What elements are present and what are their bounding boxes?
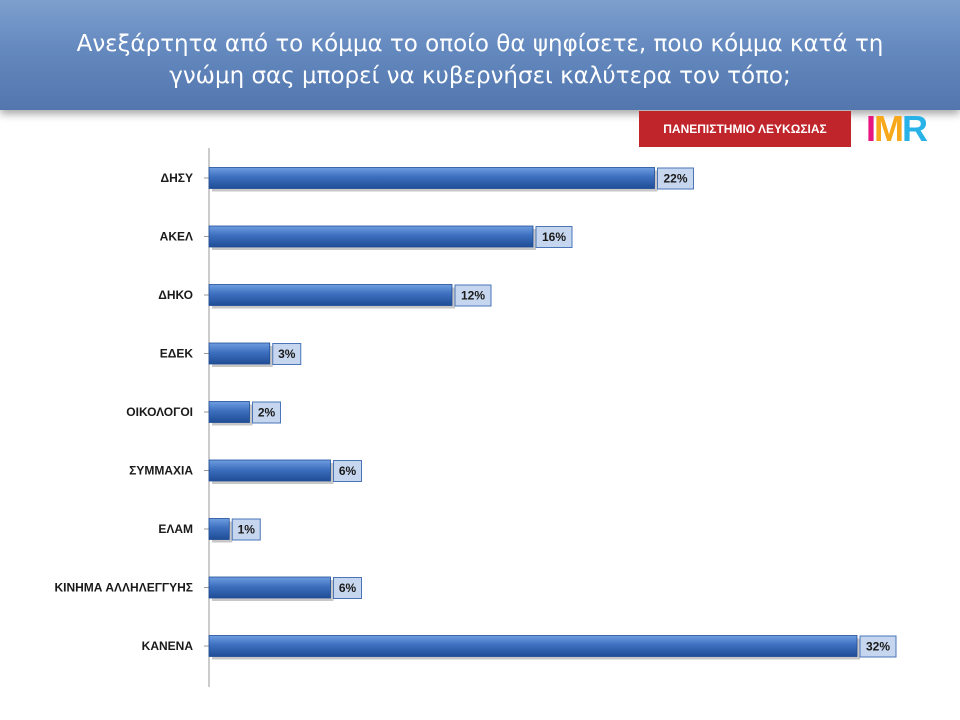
value-label: 1% <box>238 523 256 537</box>
bar <box>208 518 230 540</box>
category-label: ΕΛΑΜ <box>158 522 193 536</box>
bar <box>208 576 331 599</box>
university-badge: ΠΑΝΕΠΙΣΤΗΜΙΟ ΛΕΥΚΩΣΙΑΣ <box>639 111 851 147</box>
bar <box>208 401 250 423</box>
category-label: ΕΔΕΚ <box>160 347 194 361</box>
category-label: ΚΑΝΕΝΑ <box>142 639 194 653</box>
chart-title: Ανεξάρτητα από το κόμμα το οποίο θα ψηφί… <box>76 31 884 89</box>
value-label-box <box>859 635 897 658</box>
logo-letter-m: M <box>874 108 904 149</box>
header-banner: Ανεξάρτητα από το κόμμα το οποίο θα ψηφί… <box>0 0 960 110</box>
value-label: 22% <box>663 172 687 186</box>
category-label: ΟΙΚΟΛΟΓΟΙ <box>126 405 193 419</box>
value-label: 32% <box>866 640 890 654</box>
value-label: 3% <box>278 347 296 361</box>
value-label: 2% <box>258 406 276 420</box>
bar-chart: ΔΗΣΥ 22% ΑΚΕΛ 16% ΔΗΚΟ 12% ΕΔΕΚ 3% ΟΙΚΟΛΟΓΟΙ 2% ΣΥ… <box>54 148 897 687</box>
value-label-box <box>657 167 694 190</box>
bar <box>208 459 331 482</box>
imr-logo: IMR <box>866 108 928 149</box>
bar <box>208 225 534 248</box>
value-label-box <box>333 460 362 482</box>
value-label-box <box>454 284 492 307</box>
bar <box>208 167 655 189</box>
category-label: ΣΥΜΜΑΧΙΑ <box>129 464 193 478</box>
value-label-box <box>535 226 573 248</box>
value-label-box <box>272 343 302 365</box>
value-label-box <box>231 518 261 541</box>
logo-letter-i: I <box>866 108 876 149</box>
value-label-box <box>333 577 362 599</box>
value-label: 12% <box>461 289 485 303</box>
bar <box>208 635 858 657</box>
category-label: ΑΚΕΛ <box>160 230 193 244</box>
value-label: 6% <box>339 581 357 595</box>
value-label: 16% <box>542 230 566 244</box>
category-label: ΚΙΝΗΜΑ ΑΛΛΗΛΕΓΓΥΗΣ <box>54 581 193 595</box>
category-label: ΔΗΣΥ <box>161 171 194 185</box>
value-label: 6% <box>339 464 357 478</box>
bar <box>208 342 271 365</box>
logo-letter-r: R <box>902 108 928 149</box>
bar <box>208 284 453 306</box>
value-label-box <box>252 401 281 424</box>
category-label: ΔΗΚΟ <box>158 288 193 302</box>
